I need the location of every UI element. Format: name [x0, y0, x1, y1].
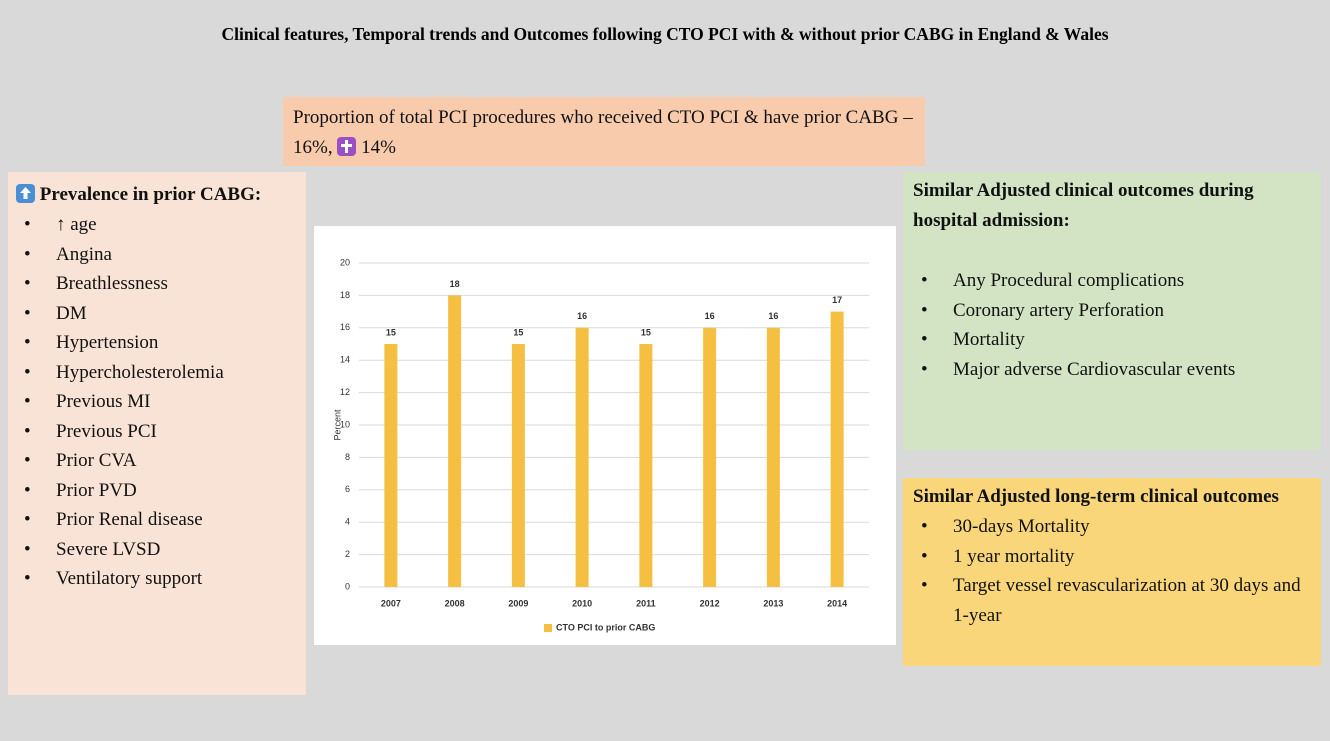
list-item: Prior PVD [24, 476, 298, 506]
y-tick-label: 10 [340, 419, 350, 429]
bar [511, 344, 525, 587]
list-item: Ventilatory support [24, 564, 298, 594]
y-axis-label: Percent [332, 409, 342, 441]
x-tick-label: 2013 [763, 598, 783, 608]
bar [830, 311, 844, 587]
legend-label: CTO PCI to prior CABG [556, 622, 655, 632]
prevalence-panel: Prevalence in prior CABG: ↑ ageAnginaBre… [8, 172, 306, 695]
y-tick-label: 14 [340, 355, 350, 365]
list-item: Prior Renal disease [24, 505, 298, 535]
heading-text: Prevalence in prior CABG: [39, 184, 262, 205]
list-item: DM [24, 299, 298, 329]
list-item: Previous PCI [24, 417, 298, 447]
value-label: 16 [768, 311, 778, 321]
chart: Percent 0 2 4 6 8 10 12 14 16 18 20 2007 15 2008 18 200… [332, 257, 869, 632]
value-label: 15 [513, 327, 523, 337]
value-label: 15 [386, 327, 396, 337]
y-tick-label: 6 [345, 484, 350, 494]
chart-panel: Percent 0 2 4 6 8 10 12 14 16 18 20 2007 15 2008 18 200… [314, 226, 896, 645]
banner: Proportion of total PCI procedures who r… [283, 97, 925, 166]
x-tick-label: 2010 [572, 598, 592, 608]
heading: Similar Adjusted long-term clinical outc… [913, 486, 1279, 507]
list: 30-days Mortality1 year mortalityTarget … [913, 512, 1311, 630]
list-item: Breathlessness [24, 269, 298, 299]
legend-swatch [544, 624, 552, 632]
x-tick-label: 2008 [445, 598, 465, 608]
bar [766, 327, 780, 587]
y-tick-label: 18 [340, 290, 350, 300]
in-hospital-panel: Similar Adjusted clinical outcomes durin… [903, 172, 1321, 450]
bar [384, 344, 398, 587]
list-item: Target vessel revascularization at 30 da… [921, 571, 1311, 630]
x-tick-label: 2011 [636, 598, 656, 608]
value-label: 16 [577, 311, 587, 321]
list-item: Any Procedural complications [921, 266, 1311, 296]
list-item: 30-days Mortality [921, 512, 1311, 542]
value-label: 17 [832, 295, 842, 305]
x-tick-label: 2009 [508, 598, 528, 608]
title: Clinical features, Temporal trends and O… [221, 24, 1109, 44]
value-label: 18 [450, 279, 460, 289]
long-term-panel: Similar Adjusted long-term clinical outc… [903, 478, 1321, 666]
list-item: Mortality [921, 325, 1311, 355]
heading: Similar Adjusted clinical outcomes durin… [913, 180, 1254, 231]
bar [575, 327, 589, 587]
list-item: Prior CVA [24, 446, 298, 476]
list-item: Angina [24, 240, 298, 270]
y-tick-label: 12 [340, 387, 350, 397]
list: Any Procedural complicationsCoronary art… [913, 266, 1311, 384]
list-item: 1 year mortality [921, 542, 1311, 572]
x-tick-label: 2014 [827, 598, 847, 608]
y-tick-label: 16 [340, 322, 350, 332]
bar [448, 295, 462, 587]
list: ↑ ageAnginaBreathlessnessDMHypertensionH… [16, 210, 298, 594]
bar [703, 327, 717, 587]
y-tick-label: 0 [345, 581, 350, 591]
list-item: Coronary artery Perforation [921, 296, 1311, 326]
y-tick-label: 4 [345, 517, 350, 527]
list-item: Hypertension [24, 328, 298, 358]
list-item: ↑ age [24, 210, 298, 240]
y-tick-label: 2 [345, 549, 350, 559]
list-item: Hypercholesterolemia [24, 358, 298, 388]
banner-text: Proportion of total PCI procedures who r… [293, 107, 913, 158]
bar [639, 344, 653, 587]
up-icon [16, 184, 35, 203]
list-item: Major adverse Cardiovascular events [921, 355, 1311, 385]
banner-text: 14% [361, 136, 396, 158]
y-tick-label: 8 [345, 452, 350, 462]
list-item: Severe LVSD [24, 535, 298, 565]
x-tick-label: 2012 [700, 598, 720, 608]
heading: Prevalence in prior CABG: [16, 180, 298, 210]
x-tick-label: 2007 [381, 598, 401, 608]
value-label: 16 [705, 311, 715, 321]
y-tick-label: 20 [340, 257, 350, 267]
list-item: Previous MI [24, 387, 298, 417]
cross-icon [337, 136, 357, 156]
value-label: 15 [641, 327, 651, 337]
